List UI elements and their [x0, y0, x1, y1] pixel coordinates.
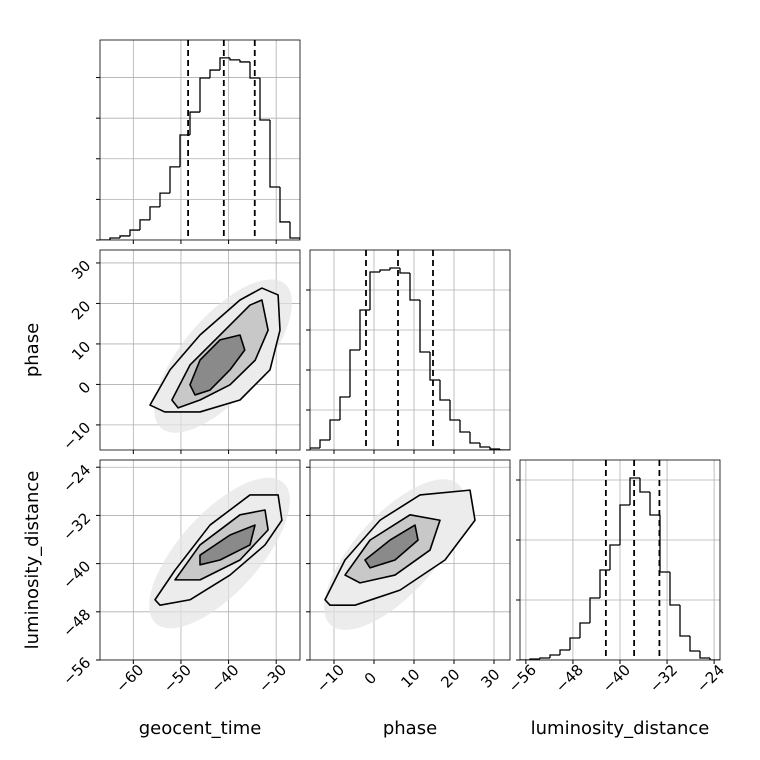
plot-area	[310, 250, 510, 450]
histogram-step	[569, 637, 580, 650]
panel	[306, 249, 511, 454]
histogram-step	[319, 439, 330, 448]
plot-area	[310, 460, 510, 660]
histogram-step	[489, 447, 500, 450]
histogram-step	[249, 61, 260, 79]
y-axis-label: phase	[22, 323, 43, 377]
histogram-step	[229, 57, 240, 61]
histogram-step	[329, 419, 340, 440]
histogram-step	[199, 77, 210, 113]
histogram-step	[389, 267, 400, 270]
histogram-step	[559, 649, 570, 655]
contour-level	[189, 334, 246, 396]
x-axis-label: phase	[383, 718, 437, 739]
histogram-step	[589, 597, 600, 623]
x-axis-label: luminosity_distance	[531, 718, 710, 739]
histogram-step	[219, 57, 230, 71]
y-axis-label: luminosity_distance	[22, 471, 43, 650]
contour-level	[364, 524, 419, 569]
histogram-step	[539, 657, 550, 659]
histogram-step	[609, 544, 620, 570]
histogram-step	[649, 492, 660, 516]
histogram-step	[349, 349, 360, 397]
histogram-step	[149, 206, 160, 220]
histogram-step	[579, 622, 590, 638]
histogram-step	[409, 273, 420, 301]
histogram-step	[339, 396, 350, 420]
histogram-step	[699, 651, 710, 659]
histogram-step	[139, 219, 150, 231]
panel-frame	[519, 459, 721, 661]
histogram-step	[669, 572, 680, 606]
histogram-step	[279, 187, 290, 223]
plot-area	[520, 460, 720, 660]
histogram-step	[469, 432, 480, 444]
histogram-step	[399, 268, 410, 274]
x-axis-label: geocent_time	[139, 718, 262, 739]
panel-frame	[99, 249, 301, 451]
histogram-step	[709, 658, 720, 660]
histogram-step	[679, 605, 690, 637]
histogram-step	[369, 271, 380, 310]
histogram-step	[109, 237, 120, 240]
panel-frame	[309, 459, 511, 661]
histogram-step	[549, 654, 560, 658]
histogram-step	[179, 134, 190, 167]
panel-frame	[309, 249, 511, 451]
histogram-step	[239, 59, 250, 63]
histogram-step	[169, 166, 180, 194]
histogram-step	[429, 352, 440, 381]
panel-frame	[99, 39, 301, 241]
histogram-step	[119, 235, 130, 238]
histogram-step	[499, 449, 510, 450]
histogram-step	[379, 269, 390, 272]
histogram-step	[310, 447, 320, 450]
histogram-step	[629, 477, 640, 505]
panel	[96, 39, 301, 244]
histogram-step	[189, 111, 200, 136]
plot-area	[100, 460, 300, 660]
histogram-step	[459, 420, 470, 433]
histogram-step	[159, 192, 170, 207]
histogram-step	[419, 300, 430, 353]
histogram-step	[639, 478, 650, 493]
histogram-step	[689, 636, 700, 652]
histogram-step	[209, 69, 220, 78]
histogram-step	[269, 120, 280, 188]
histogram-step	[129, 229, 140, 236]
plot-area	[100, 40, 300, 240]
histogram-step	[449, 400, 460, 421]
histogram-step	[259, 77, 270, 121]
plot-area	[100, 250, 300, 450]
histogram-step	[289, 221, 300, 239]
panel-frame	[99, 459, 301, 661]
histogram-step	[619, 504, 630, 545]
contour-level	[199, 524, 256, 566]
histogram-step	[439, 380, 450, 401]
histogram-step	[479, 443, 490, 448]
